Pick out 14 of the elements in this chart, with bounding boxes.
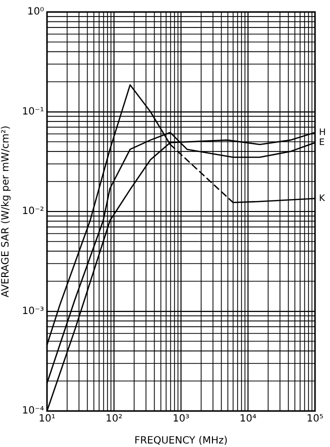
x-axis-title: FREQUENCY (MHz) (134, 436, 228, 447)
y-tick-label: 10⁻¹ (22, 106, 44, 118)
y-tick-label: 10⁰ (27, 6, 44, 18)
x-tick-label: 10¹ (38, 414, 56, 425)
series-label: E (319, 138, 325, 148)
x-tick-label: 10⁴ (240, 414, 256, 425)
x-tick-label: 10³ (172, 414, 190, 425)
series-label: K (319, 194, 326, 204)
y-tick-label: 10⁻² (22, 206, 44, 218)
series-label: H (319, 128, 326, 138)
y-tick-label: 10⁻³ (22, 306, 44, 317)
x-tick-label: 10² (106, 414, 122, 425)
x-tick-label: 10⁵ (306, 414, 324, 425)
y-axis-title: AVERAGE SAR (W/kg per mW/cm²) (0, 126, 12, 298)
